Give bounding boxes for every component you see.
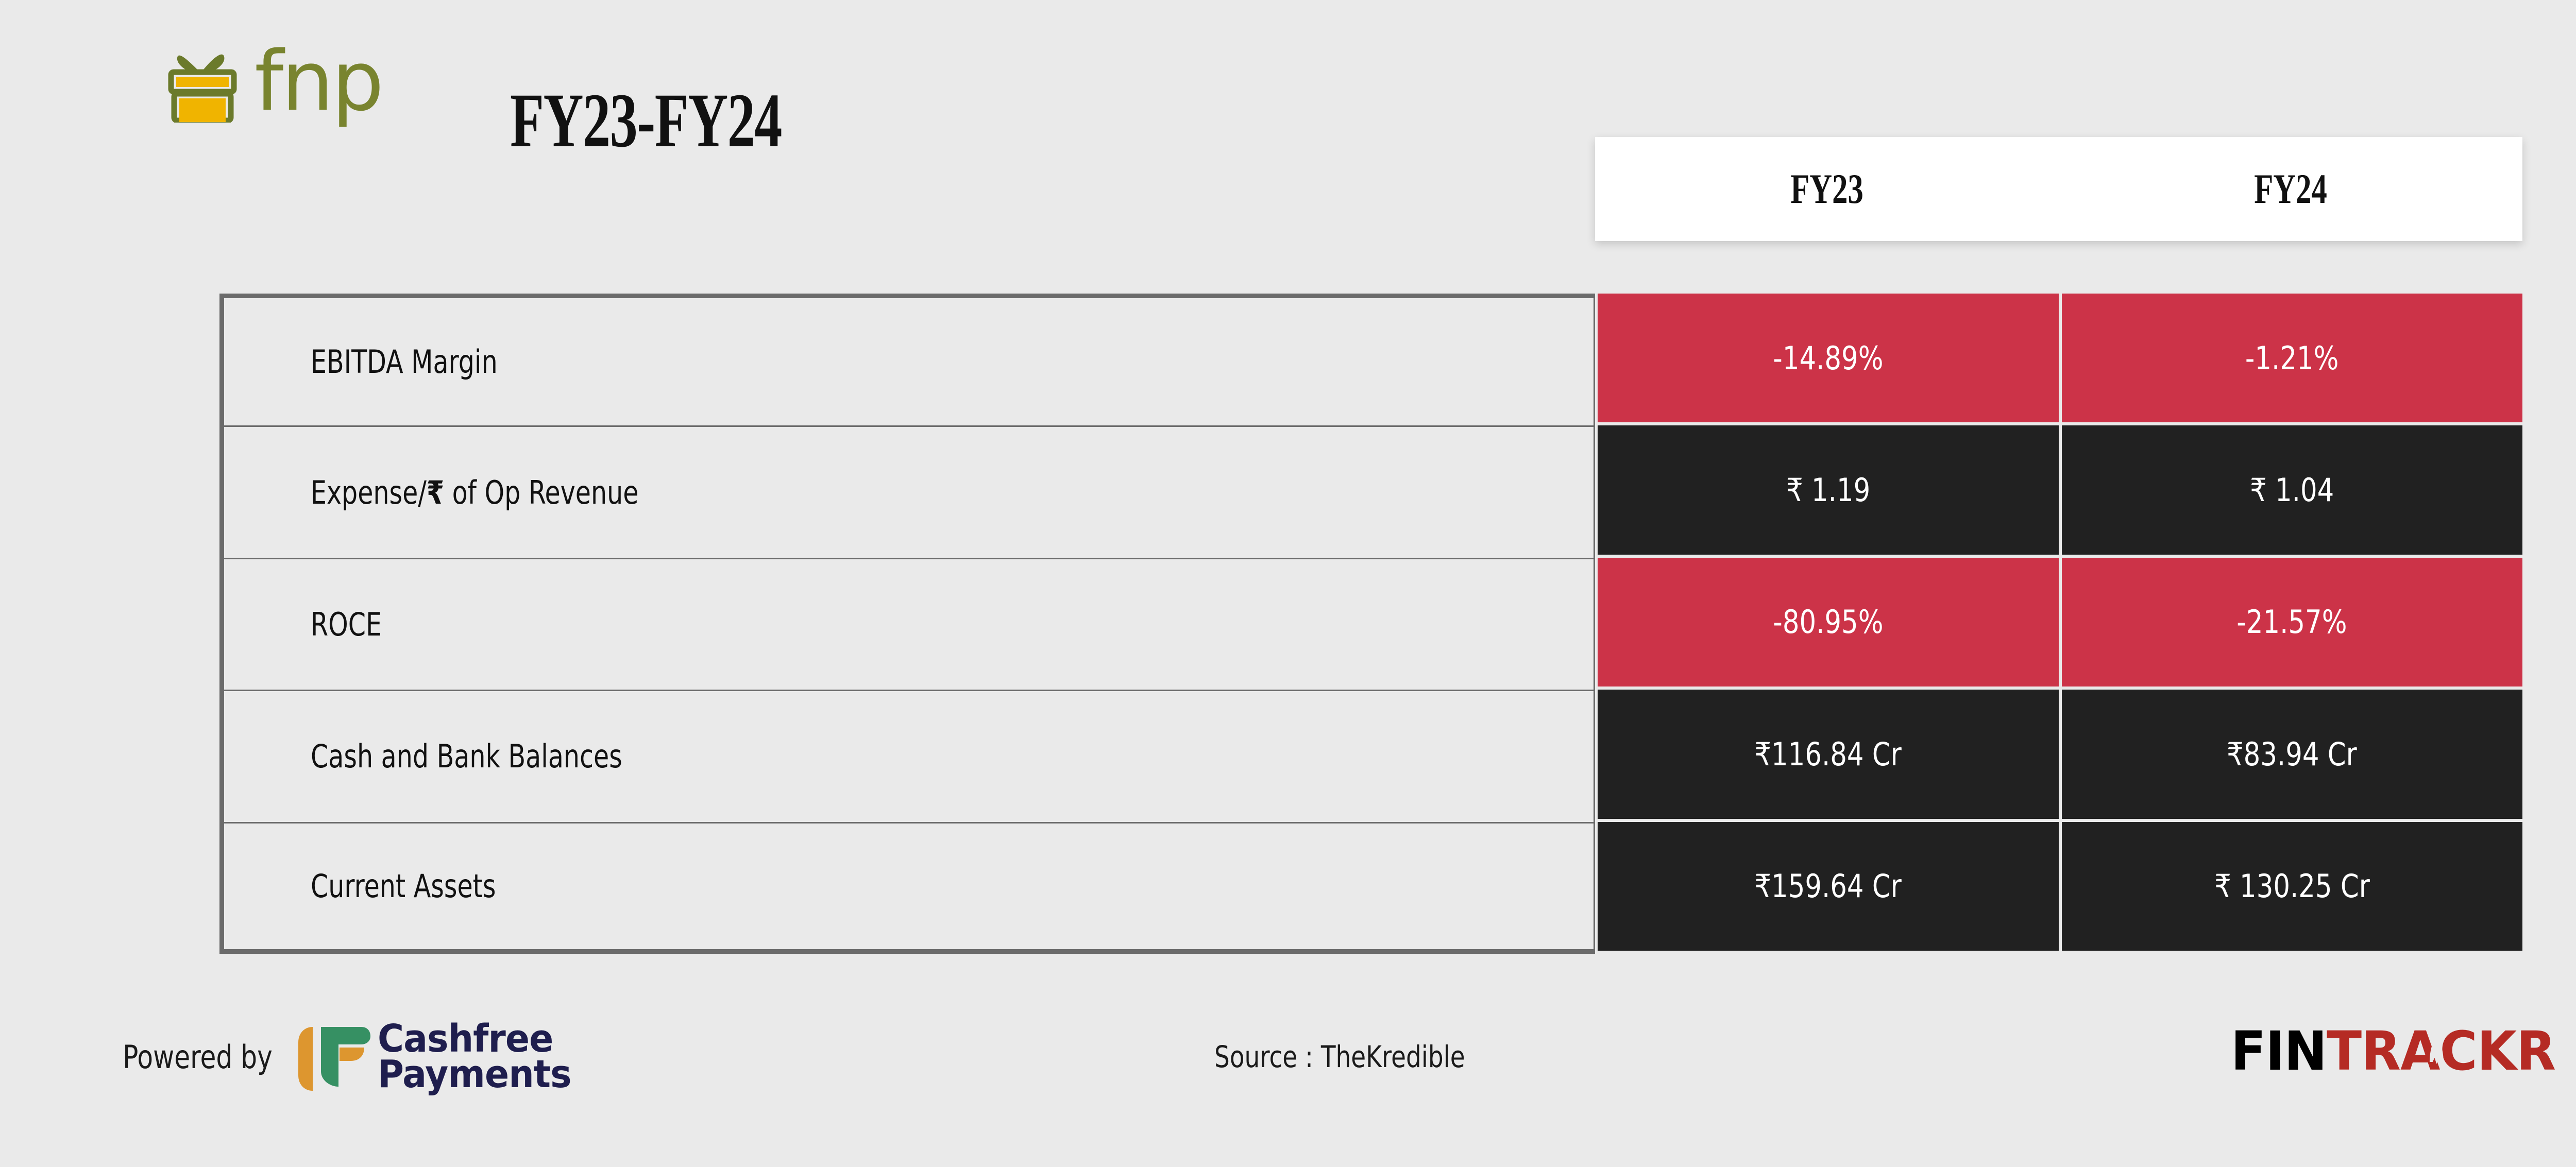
powered-by-group: Powered by Cashfree Payments [114,1014,583,1100]
rocket-icon [2429,1035,2444,1064]
cashfree-line-2: Payments [377,1052,572,1096]
value-text: ₹ 130.25 Cr [2214,867,2370,905]
value-text: ₹ 1.19 [1786,471,1870,509]
metric-values: -14.89% -1.21% [1598,294,2522,425]
value-text: -14.89% [1773,339,1884,377]
page-title: FY23-FY24 [510,78,782,163]
value-text: -1.21% [2245,339,2339,377]
metric-label-text: EBITDA Margin [311,343,498,381]
page-header: fnp FY23-FY24 [0,0,2576,206]
value-text: ₹159.64 Cr [1754,867,1902,905]
metric-value-fy23: -14.89% [1598,294,2059,423]
table-row: ROCE -80.95% -21.57% [219,557,2522,690]
value-text: -21.57% [2236,603,2347,641]
metric-value-fy23: ₹159.64 Cr [1598,821,2059,951]
metrics-table: EBITDA Margin -14.89% -1.21% Expense/₹ o… [219,294,2522,954]
powered-by-label: Powered by [123,1038,273,1076]
metric-value-fy23: ₹ 1.19 [1598,425,2059,555]
value-text: -80.95% [1773,603,1884,641]
metric-value-fy24: ₹83.94 Cr [2061,690,2522,819]
metric-label-text: Current Assets [311,867,496,905]
metric-value-fy24: -1.21% [2061,294,2522,423]
metric-label: Expense/₹ of Op Revenue [219,425,1595,558]
metric-values: ₹ 1.19 ₹ 1.04 [1598,425,2522,557]
fintrackr-fin-text: FIN [2231,1020,2327,1083]
cashfree-wordmark: Cashfree Payments [377,1017,572,1096]
rupee-symbol: ₹ [426,473,445,511]
fnp-brand-logo: fnp [166,33,384,130]
table-row: Expense/₹ of Op Revenue ₹ 1.19 ₹ 1.04 [219,425,2522,558]
source-note: Source : TheKredible [1214,1039,1465,1074]
label-prefix: Expense/ [311,473,427,511]
table-row: Current Assets ₹159.64 Cr ₹ 130.25 Cr [219,821,2522,954]
table-row: Cash and Bank Balances ₹116.84 Cr ₹83.94… [219,690,2522,822]
metric-value-fy24: ₹ 130.25 Cr [2061,821,2522,951]
cashfree-mark-icon [298,1027,370,1091]
column-header-fy24: FY24 [2254,165,2327,212]
value-text: ₹ 1.04 [2250,471,2334,509]
fiscal-year-header-card: FY23 FY24 [1595,137,2522,241]
table-row: EBITDA Margin -14.89% -1.21% [219,294,2522,426]
gift-box-icon [168,54,237,123]
metric-label: ROCE [219,557,1595,690]
metric-label-text: Expense/₹ of Op Revenue [311,474,638,511]
fintrackr-trackr-text: TRACKR [2327,1020,2556,1083]
cashfree-line-1: Cashfree [377,1017,553,1061]
metric-value-fy23: -80.95% [1598,557,2059,687]
label-suffix: of Op Revenue [444,473,639,511]
value-text: ₹116.84 Cr [1754,735,1902,773]
metric-label-text: ROCE [311,605,382,643]
metric-label: Cash and Bank Balances [219,690,1595,822]
metric-label-text: Cash and Bank Balances [311,737,622,776]
cashfree-payments-logo: Cashfree Payments [294,1014,584,1100]
value-text: ₹83.94 Cr [2227,735,2358,773]
metric-value-fy23: ₹116.84 Cr [1598,690,2059,819]
fnp-wordmark: fnp [255,33,384,130]
metric-values: ₹116.84 Cr ₹83.94 Cr [1598,690,2522,821]
page-footer: Powered by Cashfree Payments Source : Th… [0,994,2576,1167]
metric-label: EBITDA Margin [219,294,1595,426]
metric-label: Current Assets [219,821,1595,954]
metric-value-fy24: ₹ 1.04 [2061,425,2522,555]
column-header-fy23: FY23 [1790,165,1863,212]
metric-values: ₹159.64 Cr ₹ 130.25 Cr [1598,821,2522,954]
metric-values: -80.95% -21.57% [1598,557,2522,690]
fintrackr-logo: FIN TRACKR [2231,1020,2556,1083]
metric-value-fy24: -21.57% [2061,557,2522,687]
